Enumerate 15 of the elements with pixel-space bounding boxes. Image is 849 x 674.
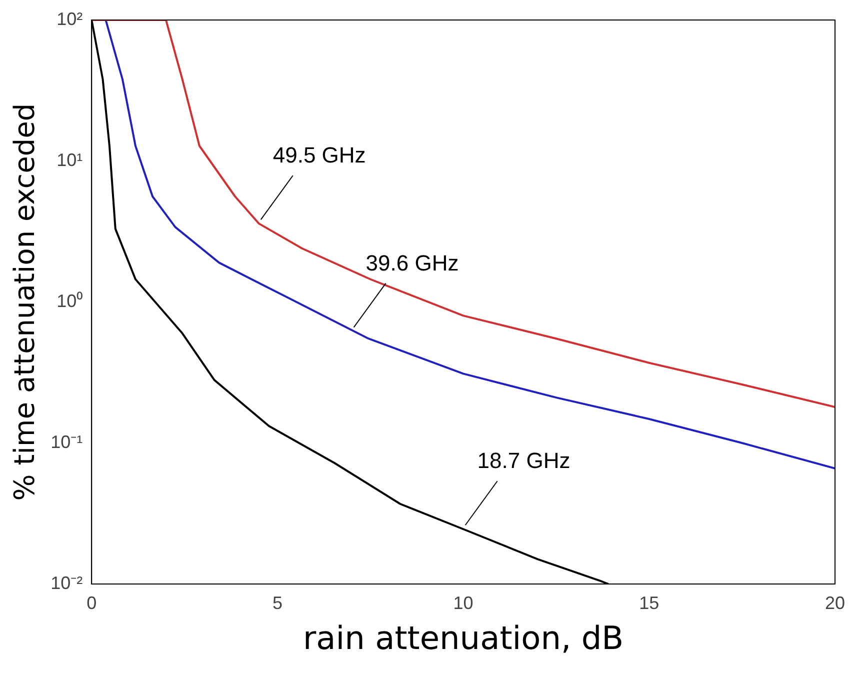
y-axis-title: % time attenuation exceded <box>8 103 42 501</box>
y-tick-label: 10² <box>56 8 83 29</box>
x-tick-label: 5 <box>272 592 282 613</box>
x-tick-label: 0 <box>86 592 97 613</box>
x-tick-label: 20 <box>824 592 846 613</box>
x-axis-title: rain attenuation, dB <box>303 619 624 658</box>
annotation: 39.6 GHz <box>366 250 459 276</box>
y-tick-label: 10⁻² <box>50 572 83 593</box>
y-tick-label: 10¹ <box>56 150 83 170</box>
annotation: 49.5 GHz <box>272 142 366 168</box>
annotation: 18.7 GHz <box>477 448 570 474</box>
y-tick-label: 10⁻¹ <box>50 432 83 452</box>
x-tick-label: 10 <box>453 592 474 613</box>
y-tick-label: 10⁰ <box>56 290 83 311</box>
x-tick-label: 15 <box>639 592 660 613</box>
